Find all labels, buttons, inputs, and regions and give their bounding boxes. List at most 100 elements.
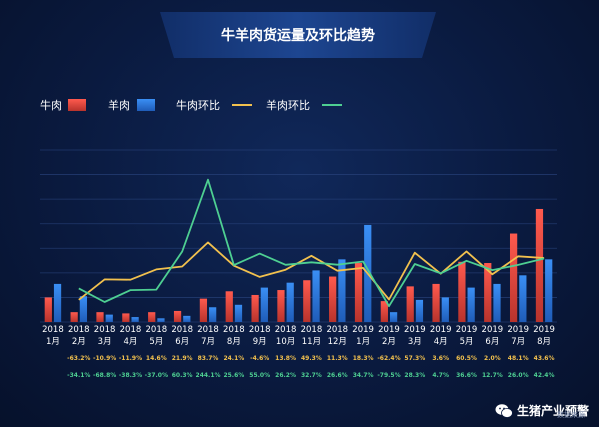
mutton_mom-value-label: 34.7%	[353, 372, 374, 379]
mutton_mom-value-label: -79.5%	[377, 372, 400, 379]
source-note: 数据来源	[557, 411, 585, 419]
x-tick-year: 2018	[68, 325, 90, 335]
x-tick-month: 5月	[149, 337, 163, 347]
beef-bar	[44, 297, 52, 322]
mutton_mom-line	[78, 178, 545, 308]
x-tick-month: 12月	[328, 337, 347, 347]
x-tick-month: 2月	[72, 337, 86, 347]
mutton-bar	[338, 259, 346, 322]
beef_mom-value-label: 2.0%	[484, 355, 501, 362]
mom-value-labels: -63.2% -10.9% -11.9% 14.6% 21.9% 83.7% 24.1% -4…	[67, 355, 554, 379]
beef-bar	[484, 263, 492, 322]
legend-beef-mom-label: 牛肉环比	[176, 98, 220, 112]
x-axis: 2018 1月 2018 2月 2018 3月 2018 4月 2018 5月 2018 6月 2018…	[42, 325, 555, 347]
chart-title: 牛羊肉货运量及环比趋势	[221, 27, 375, 44]
mutton-bar	[157, 318, 165, 322]
x-tick-year: 2018	[301, 325, 323, 335]
x-tick-year: 2018	[223, 325, 245, 335]
legend-mutton-swatch	[137, 99, 155, 111]
mutton-bar	[493, 283, 501, 322]
mutton_mom-value-label: -37.0%	[145, 372, 168, 379]
mutton-bar	[183, 315, 191, 322]
legend-mutton-label: 羊肉	[108, 98, 130, 112]
beef_mom-line	[78, 241, 545, 301]
x-tick-month: 8月	[227, 337, 241, 347]
mutton_mom-value-label: 55.0%	[249, 372, 270, 379]
legend-mutton-mom-label: 羊肉环比	[266, 98, 310, 112]
beef_mom-value-label: 43.6%	[534, 355, 555, 362]
beef_mom-value-label: 49.3%	[301, 355, 322, 362]
beef-bar	[458, 261, 466, 322]
mutton_mom-value-label: 244.1%	[196, 372, 221, 379]
beef-bar	[380, 301, 388, 322]
mutton-bar	[286, 282, 294, 322]
beef-bar	[225, 291, 233, 322]
mutton-bar	[79, 296, 88, 322]
x-tick-year: 2018	[249, 325, 271, 335]
mutton-bar	[209, 307, 217, 322]
mutton_mom-value-label: 32.7%	[301, 372, 322, 379]
x-tick-year: 2019	[533, 325, 555, 335]
x-tick-year: 2019	[404, 325, 426, 335]
x-tick-year: 2019	[352, 325, 374, 335]
beef-bar	[96, 312, 104, 322]
x-tick-year: 2018	[42, 325, 64, 335]
x-tick-year: 2018	[146, 325, 168, 335]
beef_mom-value-label: 3.6%	[432, 355, 449, 362]
beef_mom-value-label: 57.3%	[404, 355, 425, 362]
beef-bar	[329, 276, 337, 322]
mutton_mom-value-label: 28.3%	[404, 372, 425, 379]
beef_mom-value-label: 11.3%	[327, 355, 348, 362]
x-tick-month: 1月	[46, 337, 60, 347]
beef-bar	[354, 263, 363, 322]
beef-bar	[148, 312, 156, 322]
x-tick-month: 9月	[253, 337, 267, 347]
mutton-bar	[415, 299, 424, 322]
x-tick-month: 2月	[382, 337, 396, 347]
beef_mom-value-label: -62.4%	[377, 355, 400, 362]
x-tick-month: 8月	[537, 337, 551, 347]
beef-bar	[122, 313, 130, 322]
beef_mom-value-label: -10.9%	[93, 355, 116, 362]
mutton_mom-value-label: 60.3%	[172, 372, 193, 379]
x-tick-year: 2018	[120, 325, 142, 335]
legend-beef-swatch	[68, 99, 86, 111]
x-tick-month: 5月	[460, 337, 474, 347]
mutton-bar	[105, 314, 113, 322]
x-tick-year: 2018	[197, 325, 219, 335]
x-tick-year: 2019	[482, 325, 504, 335]
x-tick-month: 10月	[276, 337, 295, 347]
mutton-bar	[260, 287, 268, 322]
brand-name: 生猪产业预警	[516, 404, 589, 418]
beef-bar	[303, 280, 311, 322]
x-tick-month: 6月	[175, 337, 189, 347]
x-tick-month: 1月	[356, 337, 370, 347]
beef-bar	[509, 233, 518, 322]
x-tick-year: 2019	[378, 325, 400, 335]
mutton_mom-value-label: 42.4%	[534, 372, 555, 379]
x-tick-month: 7月	[201, 337, 215, 347]
x-tick-year: 2019	[430, 325, 452, 335]
mutton-bar	[131, 317, 139, 322]
beef-bar	[70, 312, 78, 322]
mutton_mom-value-label: -38.3%	[119, 372, 142, 379]
beef-bar	[251, 294, 259, 322]
x-tick-month: 4月	[434, 337, 448, 347]
x-tick-month: 4月	[124, 337, 138, 347]
legend: 牛肉 羊肉 牛肉环比 羊肉环比	[40, 98, 342, 112]
mutton_mom-value-label: 25.6%	[223, 372, 244, 379]
beef-bar	[432, 283, 440, 322]
mutton-bar	[234, 304, 243, 322]
beef_mom-value-label: 24.1%	[223, 355, 244, 362]
mutton_mom-value-label: 26.6%	[327, 372, 348, 379]
x-tick-year: 2019	[507, 325, 529, 335]
x-tick-month: 3月	[98, 337, 112, 347]
x-tick-year: 2019	[456, 325, 478, 335]
wechat-icon	[495, 403, 513, 418]
mutton-bar	[519, 275, 527, 322]
mutton-bar	[441, 297, 449, 322]
beef_mom-value-label: -11.9%	[119, 355, 142, 362]
mutton-bar	[545, 259, 553, 322]
mutton_mom-value-label: 36.6%	[456, 372, 477, 379]
